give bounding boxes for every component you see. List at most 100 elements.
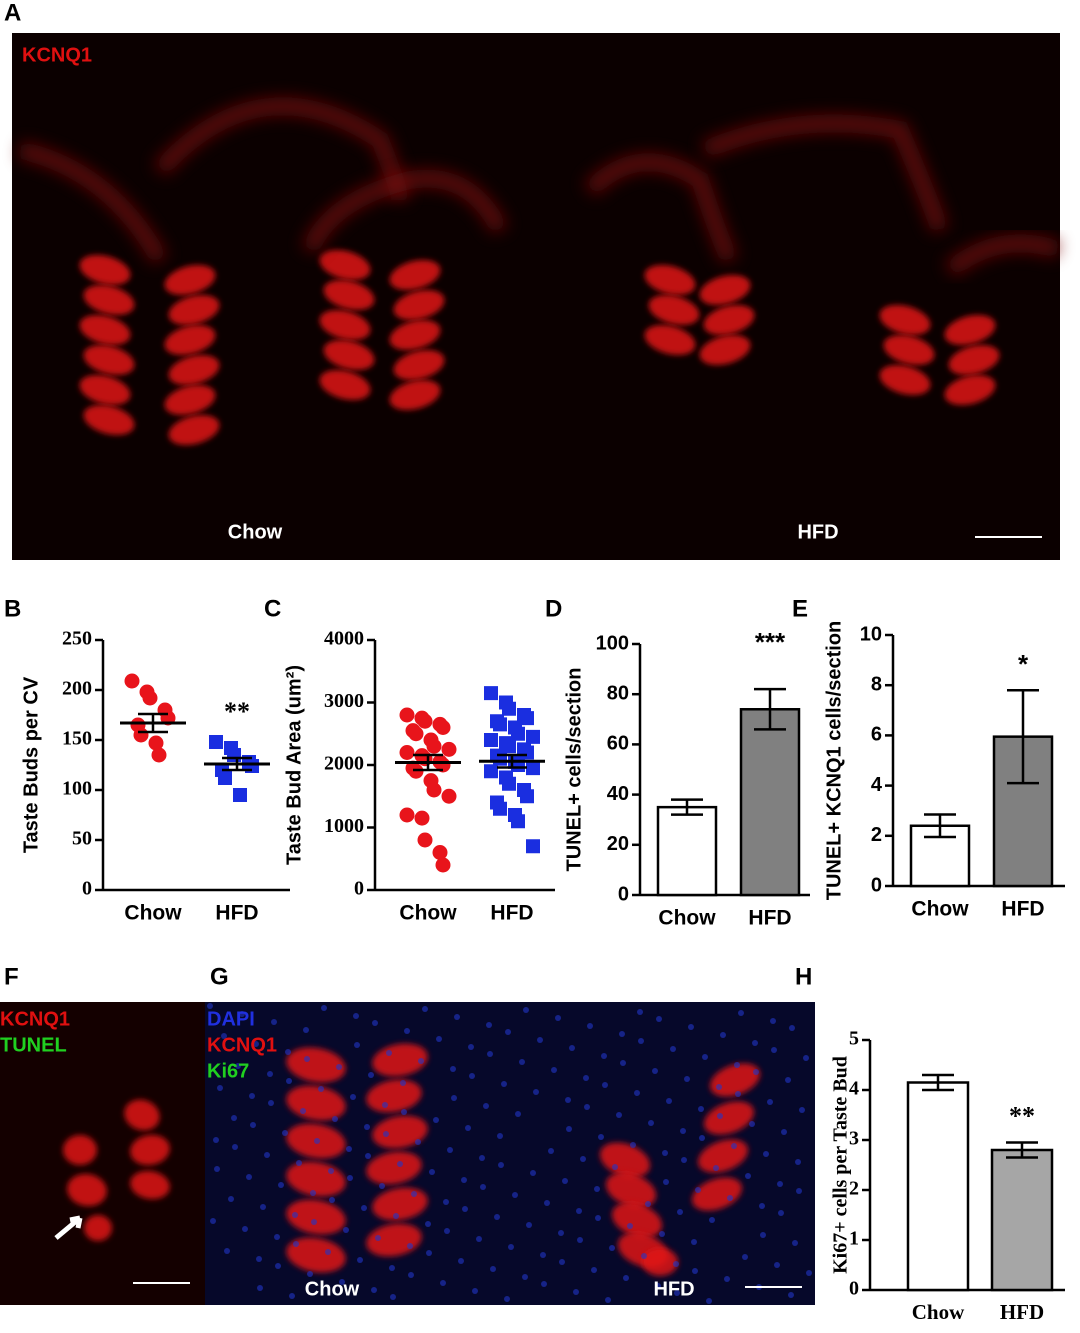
y-tick-label: 4000 xyxy=(324,628,364,650)
nucleus xyxy=(408,1272,414,1278)
nucleus xyxy=(450,1066,456,1072)
nucleus xyxy=(583,1075,589,1081)
nucleus xyxy=(468,1044,474,1050)
nucleus xyxy=(429,1169,435,1175)
nucleus xyxy=(638,1038,644,1044)
image-background xyxy=(0,1002,205,1305)
nucleus xyxy=(444,1228,450,1234)
nucleus xyxy=(634,1090,640,1096)
data-point xyxy=(426,782,442,798)
nucleus xyxy=(656,1016,662,1022)
stain-label: DAPI xyxy=(207,1008,255,1030)
nucleus xyxy=(314,1138,320,1144)
significance: *** xyxy=(755,627,786,657)
data-point xyxy=(502,776,516,791)
tissue-edge xyxy=(701,114,949,233)
stain-blob xyxy=(372,1043,428,1077)
y-tick-label: 20 xyxy=(607,833,629,855)
nucleus xyxy=(788,1292,794,1298)
panel-letter: F xyxy=(4,963,19,990)
nucleus xyxy=(612,1164,618,1170)
nucleus xyxy=(688,1024,694,1030)
nucleus xyxy=(695,1187,701,1193)
nucleus xyxy=(559,1259,565,1265)
nucleus xyxy=(213,1137,219,1143)
panel-letter: C xyxy=(264,595,281,622)
nucleus xyxy=(372,1020,378,1026)
y-tick-label: 4 xyxy=(849,1078,859,1100)
nucleus xyxy=(544,1200,550,1206)
nucleus xyxy=(508,1244,514,1250)
nucleus xyxy=(623,1275,629,1281)
nucleus xyxy=(472,1288,478,1294)
stain-blob xyxy=(319,249,371,281)
nucleus xyxy=(386,1050,392,1056)
nucleus xyxy=(698,1106,704,1112)
nucleus xyxy=(777,1181,783,1187)
nucleus xyxy=(781,1129,787,1135)
nucleus xyxy=(278,1182,284,1188)
data-point xyxy=(142,690,158,706)
nucleus xyxy=(555,1015,561,1021)
data-point xyxy=(148,735,164,751)
stain-blob xyxy=(389,379,441,411)
nucleus xyxy=(232,1144,238,1150)
nucleus xyxy=(666,1098,672,1104)
nucleus xyxy=(411,1191,417,1197)
stain-blob xyxy=(84,1215,112,1241)
nucleus xyxy=(749,1121,755,1127)
stain-blob xyxy=(944,314,996,346)
y-tick-label: 1 xyxy=(849,1228,859,1250)
nucleus xyxy=(716,1084,722,1090)
nucleus xyxy=(451,1095,457,1101)
x-tick-label: Chow xyxy=(124,902,182,925)
nucleus xyxy=(580,1156,586,1162)
nucleus xyxy=(447,1147,453,1153)
nucleus xyxy=(505,1029,511,1035)
stain-blob xyxy=(389,319,441,351)
stain-blob xyxy=(366,1151,422,1185)
nucleus xyxy=(659,1231,665,1237)
nucleus xyxy=(735,1091,741,1097)
panel-letter: B xyxy=(4,595,21,622)
bar xyxy=(990,1148,1054,1292)
nucleus xyxy=(311,1219,317,1225)
nucleus xyxy=(267,1071,273,1077)
nucleus xyxy=(522,1274,528,1280)
nucleus xyxy=(663,1179,669,1185)
tissue-edge xyxy=(301,169,509,254)
y-tick-label: 4 xyxy=(871,774,883,796)
data-point xyxy=(417,713,433,729)
nucleus xyxy=(321,1005,327,1011)
nucleus xyxy=(458,1258,464,1264)
nucleus xyxy=(562,1178,568,1184)
stain-blob xyxy=(611,1202,663,1238)
nucleus xyxy=(275,1263,281,1269)
nucleus xyxy=(745,1173,751,1179)
stain-blob xyxy=(366,1223,422,1257)
data-point xyxy=(124,673,140,689)
stain-blob xyxy=(704,1101,754,1135)
nucleus xyxy=(548,1148,554,1154)
nucleus xyxy=(375,1235,381,1241)
data-point xyxy=(520,745,534,760)
data-point xyxy=(511,726,525,741)
x-tick-label: HFD xyxy=(1001,898,1044,921)
nucleus xyxy=(390,1294,396,1300)
nucleus xyxy=(462,1206,468,1212)
nucleus xyxy=(328,1168,334,1174)
y-tick-label: 250 xyxy=(62,628,92,650)
nucleus xyxy=(271,1019,277,1025)
nucleus xyxy=(256,1256,262,1262)
stain-label: KCNQ1 xyxy=(22,44,92,66)
nucleus xyxy=(609,1245,615,1251)
y-tick-label: 150 xyxy=(62,728,92,750)
data-point xyxy=(435,720,451,735)
y-tick-label: 100 xyxy=(62,778,92,800)
stain-blob xyxy=(83,284,135,316)
nucleus xyxy=(523,1007,529,1013)
tissue-edge xyxy=(583,153,739,265)
nucleus xyxy=(221,1033,227,1039)
nucleus xyxy=(501,1081,507,1087)
